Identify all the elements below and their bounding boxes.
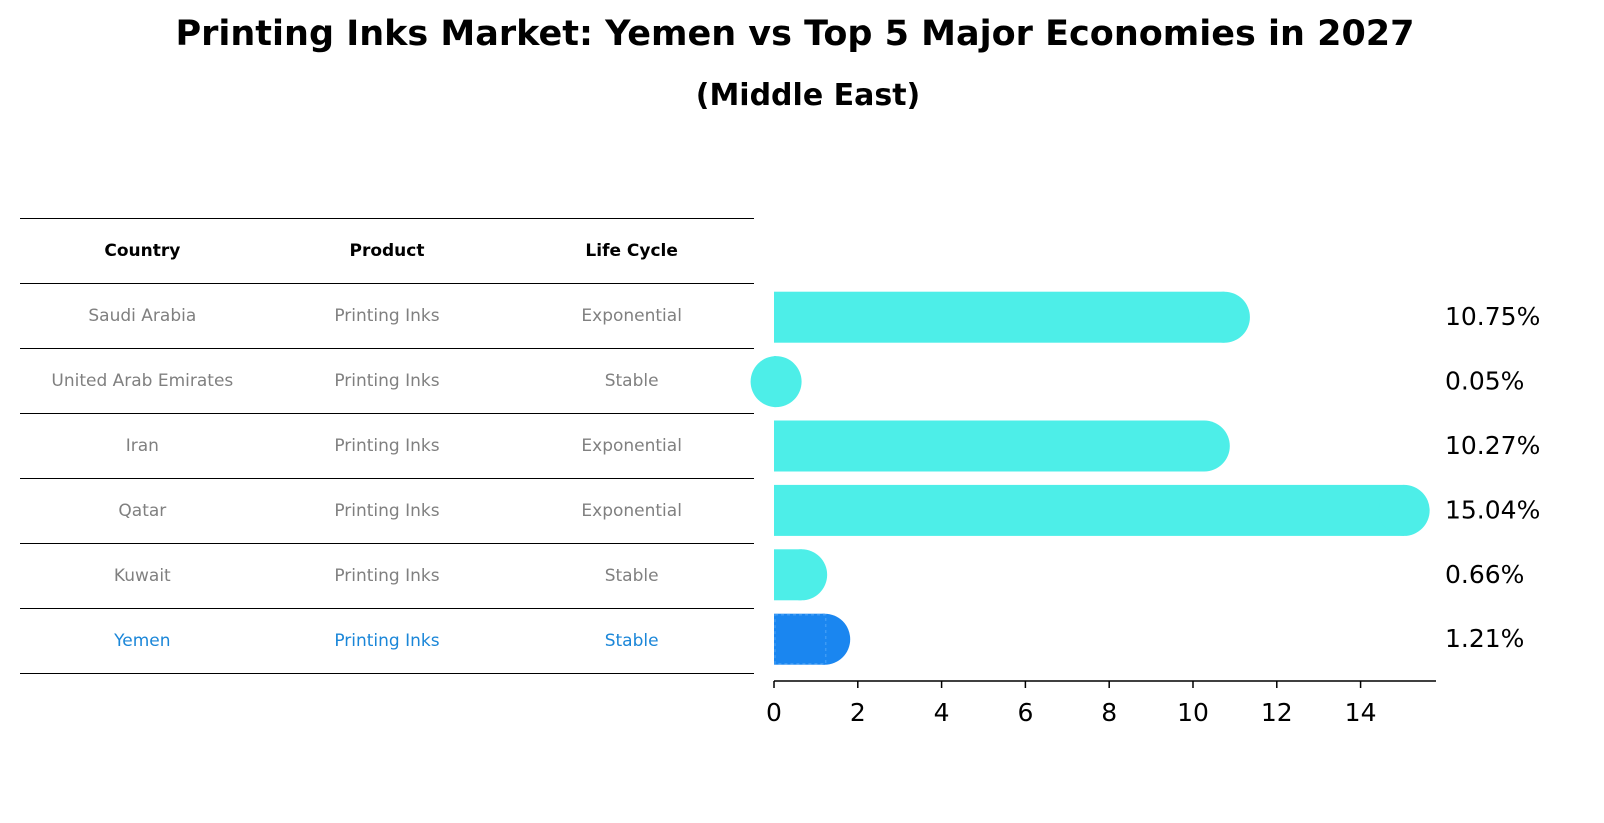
chart-title: Printing Inks Market: Yemen vs Top 5 Maj… — [175, 14, 1415, 54]
bar — [774, 291, 1250, 343]
table-row: Iran Printing Inks Exponential — [20, 413, 754, 479]
x-tick-label: 4 — [934, 698, 950, 727]
cell-life-cycle: Stable — [509, 348, 754, 414]
table-header-row: Country Product Life Cycle — [20, 218, 754, 284]
header-life-cycle: Life Cycle — [509, 218, 754, 284]
bar-cap — [1198, 291, 1250, 343]
bar-cap — [1378, 484, 1430, 536]
bar — [750, 356, 802, 408]
bar-body — [774, 484, 1405, 536]
bar-cap — [799, 613, 851, 665]
cell-country: Yemen — [20, 608, 265, 674]
table-row: Saudi Arabia Printing Inks Exponential — [20, 283, 754, 349]
table-row: United Arab Emirates Printing Inks Stabl… — [20, 348, 754, 414]
bar-outline — [774, 613, 827, 665]
table-row-highlighted: Yemen Printing Inks Stable — [20, 608, 754, 674]
table-row: Kuwait Printing Inks Stable — [20, 543, 754, 609]
x-tick-label: 14 — [1345, 698, 1377, 727]
chart-subtitle: (Middle East) — [695, 78, 921, 113]
bar-cap — [750, 356, 802, 408]
bar-body — [774, 291, 1225, 343]
value-label: 10.27% — [1445, 431, 1540, 460]
bar — [774, 484, 1430, 536]
cell-product: Printing Inks — [264, 283, 510, 349]
bar-cap — [1178, 420, 1230, 472]
value-label: 15.04% — [1445, 495, 1540, 524]
cell-life-cycle: Stable — [509, 608, 754, 674]
x-tick-label: 10 — [1177, 698, 1209, 727]
cell-country: Qatar — [20, 478, 265, 544]
cell-country: Kuwait — [20, 543, 265, 609]
bar — [774, 549, 828, 601]
value-label: 10.75% — [1445, 302, 1540, 331]
value-label: 0.05% — [1445, 367, 1524, 396]
x-tick-label: 2 — [850, 698, 866, 727]
x-tick-label: 6 — [1017, 698, 1033, 727]
bar-body — [774, 420, 1205, 472]
cell-product: Printing Inks — [264, 608, 510, 674]
cell-country: United Arab Emirates — [20, 348, 265, 414]
header-country: Country — [20, 218, 265, 284]
table-row: Qatar Printing Inks Exponential — [20, 478, 754, 544]
bar-yemen — [774, 613, 851, 665]
cell-life-cycle: Exponential — [509, 478, 754, 544]
cell-life-cycle: Stable — [509, 543, 754, 609]
value-label: 0.66% — [1445, 560, 1524, 589]
value-label: 1.21% — [1445, 624, 1524, 653]
cell-life-cycle: Exponential — [509, 283, 754, 349]
cell-country: Saudi Arabia — [20, 283, 265, 349]
cell-product: Printing Inks — [264, 348, 510, 414]
cell-life-cycle: Exponential — [509, 413, 754, 479]
x-tick-label: 0 — [766, 698, 782, 727]
header-product: Product — [264, 218, 510, 284]
x-tick-label: 12 — [1261, 698, 1293, 727]
data-table: Country Product Life Cycle Saudi Arabia … — [20, 218, 754, 674]
cell-country: Iran — [20, 413, 265, 479]
bar-cap — [776, 549, 828, 601]
cell-product: Printing Inks — [264, 478, 510, 544]
bar — [774, 420, 1230, 472]
x-tick-label: 8 — [1101, 698, 1117, 727]
